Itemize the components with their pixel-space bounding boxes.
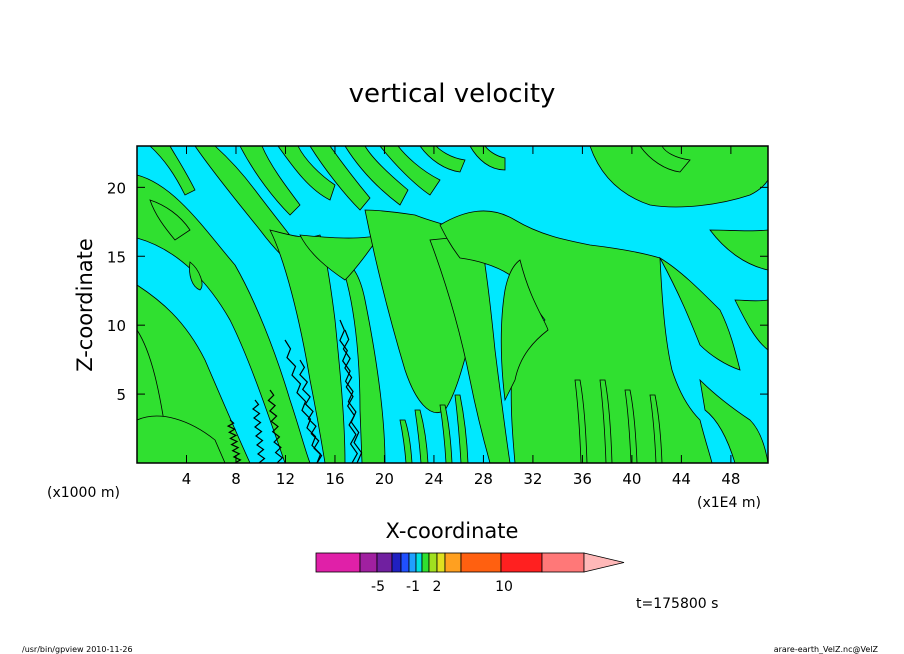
colorbar-segment xyxy=(376,552,393,573)
positive-region xyxy=(658,256,741,371)
x-tick-label: 16 xyxy=(325,470,344,488)
colorbar-segment xyxy=(500,552,543,573)
positive-region xyxy=(299,234,381,281)
colorbar-tick-label: -5 xyxy=(371,579,385,595)
x-axis-label: X-coordinate xyxy=(386,519,519,543)
colorbar-tick-label: 2 xyxy=(433,579,442,595)
colorbar-segment xyxy=(408,552,417,573)
time-label: t=175800 s xyxy=(636,596,718,612)
contour-line xyxy=(342,329,359,464)
x-tick-label: 8 xyxy=(231,470,241,488)
positive-region xyxy=(699,378,769,464)
positive-region xyxy=(589,145,769,208)
positive-region xyxy=(148,145,196,196)
positive-velocity-regions xyxy=(136,145,769,464)
y-tick-label: 5 xyxy=(116,386,126,404)
contour-line xyxy=(284,339,322,464)
positive-region xyxy=(239,145,301,216)
x-tick-label: 20 xyxy=(375,470,394,488)
colorbar-segment xyxy=(359,552,378,573)
contour-plot xyxy=(136,145,769,464)
colorbar-tick-label: 10 xyxy=(495,579,513,595)
positive-region xyxy=(339,259,386,464)
colorbar-segment xyxy=(391,552,402,573)
x-unit-right: (x1E4 m) xyxy=(697,495,761,511)
x-tick-label: 12 xyxy=(276,470,295,488)
colorbar-segment xyxy=(436,552,446,573)
positive-region xyxy=(419,145,466,173)
positive-region xyxy=(189,261,203,291)
footer-left: /usr/bin/gpview 2010-11-26 xyxy=(22,645,133,654)
positive-region xyxy=(277,145,336,201)
x-unit-left: (x1000 m) xyxy=(47,485,120,501)
colorbar-segment xyxy=(421,552,430,573)
contour-line xyxy=(299,359,323,464)
contour-line xyxy=(339,319,363,464)
colorbar-tick-labels: -5 -1 2 10 xyxy=(371,579,513,595)
y-tick-label: 15 xyxy=(107,248,126,266)
colorbar-segment xyxy=(400,552,410,573)
x-tick-label: 36 xyxy=(573,470,592,488)
colorbar-tick-label: -1 xyxy=(406,579,420,595)
colorbar-segment xyxy=(444,552,462,573)
positive-region xyxy=(136,174,311,464)
colorbar-segment xyxy=(415,552,423,573)
contour-line xyxy=(252,399,266,464)
x-axis-ticks: 4 8 12 16 20 24 28 32 36 40 44 48 xyxy=(182,146,740,488)
footer-right: arare-earth_VelZ.nc@VelZ xyxy=(774,645,879,654)
contour-line xyxy=(267,389,284,464)
positive-region xyxy=(149,199,191,241)
x-tick-label: 32 xyxy=(523,470,542,488)
colorbar-segment xyxy=(541,552,585,573)
positive-region xyxy=(500,259,549,402)
chart-title: vertical velocity xyxy=(349,79,556,109)
positive-region xyxy=(309,145,371,211)
colorbar xyxy=(315,552,625,573)
y-tick-label: 10 xyxy=(107,317,126,335)
positive-region xyxy=(136,415,226,464)
x-tick-label: 44 xyxy=(672,470,691,488)
positive-region xyxy=(469,145,506,171)
colorbar-segment xyxy=(460,552,502,573)
x-tick-label: 4 xyxy=(182,470,192,488)
positive-region xyxy=(639,145,691,173)
x-tick-label: 48 xyxy=(721,470,740,488)
positive-region xyxy=(344,145,409,206)
positive-region xyxy=(379,145,441,196)
colorbar-segment xyxy=(428,552,438,573)
positive-region xyxy=(269,229,346,464)
colorbar-segment xyxy=(315,552,361,573)
colorbar-extend-arrow xyxy=(583,552,625,573)
x-tick-label: 24 xyxy=(424,470,443,488)
plot-frame xyxy=(136,145,769,464)
y-axis-label: Z-coordinate xyxy=(73,238,97,372)
x-tick-label: 40 xyxy=(622,470,641,488)
y-axis-ticks: 5 10 15 20 xyxy=(107,179,768,404)
y-tick-label: 20 xyxy=(107,179,126,197)
x-tick-label: 28 xyxy=(474,470,493,488)
